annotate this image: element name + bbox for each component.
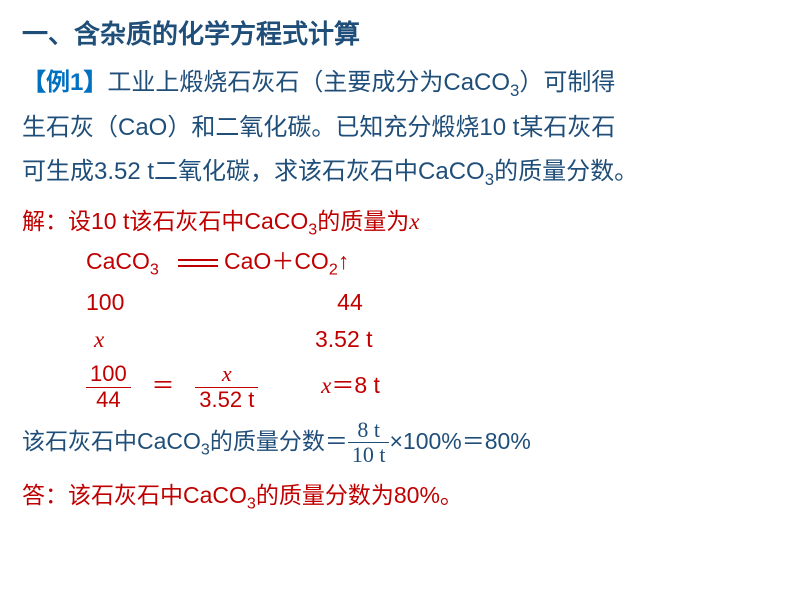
mf-frac: 8 t 10 t: [348, 418, 390, 467]
problem-text-3a: 可生成3.52 t二氧化碳，求该石灰石中CaCO: [22, 158, 485, 185]
example-tag: 【例1】: [22, 69, 107, 96]
prop-f2-num: x: [195, 362, 258, 387]
mf-prefix: 该石灰石中CaCO: [22, 428, 201, 454]
proportion-row: 100 44 ＝ x 3.52 t x＝8 t: [22, 362, 772, 411]
sub-3: 3: [485, 170, 494, 189]
mf-suffix: ×100%＝80%: [389, 428, 530, 454]
eq-rhs-a: CaO＋CO: [224, 248, 329, 274]
prop-result: x＝8 t: [321, 372, 380, 398]
prop-frac-1: 100 44: [86, 362, 131, 411]
eq-lhs-sub: 3: [150, 261, 159, 279]
mf-frac-den: 10 t: [348, 443, 390, 467]
reaction-sign-icon: [178, 257, 218, 269]
eq-arrow: ↑: [338, 248, 350, 274]
prop-f1-num: 100: [86, 362, 131, 387]
let-text-b: 的质量为: [317, 208, 409, 234]
given-2: 3.52 t: [315, 326, 373, 352]
prop-eq: ＝: [152, 372, 175, 398]
prop-result-var: x: [321, 373, 331, 398]
chemical-equation: CaCO3 CaO＋CO2↑: [22, 243, 772, 283]
solution-let: 解：设10 t该石灰石中CaCO3的质量为x: [22, 203, 772, 243]
solution-block: 解：设10 t该石灰石中CaCO3的质量为x CaCO3 CaO＋CO2↑ 10…: [22, 203, 772, 517]
mf-frac-num: 8 t: [348, 418, 390, 443]
molar-row: 100 44: [22, 284, 772, 321]
let-var: x: [409, 209, 419, 234]
content-area: 【例1】工业上煅烧石灰石（主要成分为CaCO3）可制得 生石灰（CaO）和二氧化…: [0, 61, 794, 517]
problem-text-2: 生石灰（CaO）和二氧化碳。已知充分煅烧10 t某石灰石: [22, 114, 615, 141]
let-sub: 3: [308, 221, 317, 239]
let-text: 解：设10 t该石灰石中CaCO: [22, 208, 308, 234]
prop-f1-den: 44: [86, 388, 131, 412]
eq-rhs-sub: 2: [329, 261, 338, 279]
molar-1: 100: [86, 289, 124, 315]
problem-text-1b: ）可制得: [519, 69, 615, 96]
mf-mid: 的质量分数＝: [210, 428, 348, 454]
mf-sub: 3: [201, 440, 210, 458]
section-title: 一、含杂质的化学方程式计算: [0, 0, 794, 61]
problem-statement: 【例1】工业上煅烧石灰石（主要成分为CaCO3）可制得 生石灰（CaO）和二氧化…: [22, 61, 772, 195]
molar-2: 44: [337, 289, 363, 315]
answer-row: 答：该石灰石中CaCO3的质量分数为80%。: [22, 477, 772, 517]
eq-lhs: CaCO: [86, 248, 150, 274]
mass-fraction-row: 该石灰石中CaCO3的质量分数＝ 8 t 10 t ×100%＝80%: [22, 418, 772, 467]
prop-frac-2: x 3.52 t: [195, 362, 258, 411]
given-1: x: [94, 327, 104, 352]
problem-text-3b: 的质量分数。: [494, 158, 638, 185]
answer-text-b: 的质量分数为80%。: [256, 482, 463, 508]
answer-text: 答：该石灰石中CaCO: [22, 482, 247, 508]
given-row: x 3.52 t: [22, 321, 772, 359]
prop-f2-den: 3.52 t: [195, 388, 258, 412]
answer-sub: 3: [247, 495, 256, 513]
sub-1: 3: [510, 81, 519, 100]
problem-text-1: 工业上煅烧石灰石（主要成分为CaCO: [107, 69, 510, 96]
